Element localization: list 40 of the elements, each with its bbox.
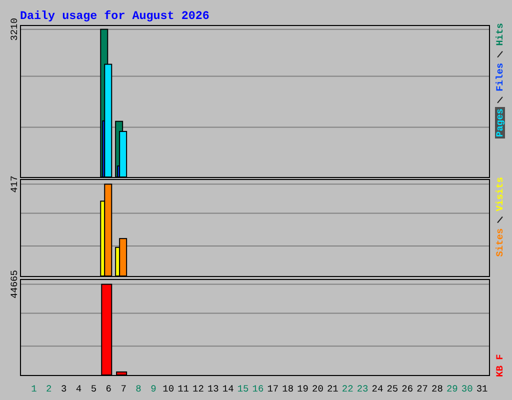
x-tick-label: 6 [106,384,112,394]
text: Files [494,62,506,92]
text: Sites [494,228,506,257]
x-tick-label: 14 [222,384,234,394]
x-tick-label: 5 [90,384,97,394]
x-tick-label: 13 [207,384,220,394]
x-tick-label: 12 [192,384,204,394]
x-tick-label: 24 [372,384,384,394]
x-tick-label: 15 [237,384,250,394]
x-tick-label: 21 [326,384,339,394]
x-tick-label: 11 [178,384,190,394]
x-tick-label: 1 [31,384,38,394]
x-tick-label: 20 [312,384,324,394]
x-tick-label: 8 [136,384,142,394]
x-tick-label: 25 [386,384,398,394]
x-tick-label: 31 [476,384,488,394]
x-tick-label: 29 [446,384,458,394]
text: Visits [494,176,506,212]
y-tick-label: 417 [9,176,20,193]
x-tick-label: 23 [356,384,369,394]
chart-title: Daily usage for August 2026 [20,9,210,23]
x-tick-label: 10 [162,384,174,394]
x-tick-label: 2 [46,384,52,394]
x-tick-label: 3 [60,384,67,394]
x-tick-label: 27 [416,384,428,394]
x-tick-label: 7 [120,384,126,394]
x-tick-label: 16 [252,384,264,394]
text: Hits [494,22,506,46]
x-tick-label: 22 [342,384,354,394]
x-tick-label: 19 [297,384,309,394]
x-tick-label: 18 [282,384,294,394]
x-tick-label: 26 [402,384,414,394]
x-tick-label: 4 [76,384,82,394]
x-tick-label: 30 [461,384,474,394]
x-tick-label: 9 [150,384,157,394]
y-tick-label: 3210 [9,18,20,41]
text: KB F [494,354,506,377]
x-tick-label: 17 [267,384,279,394]
y-tick-label: 44665 [9,270,20,299]
x-tick-label: 28 [432,384,444,394]
